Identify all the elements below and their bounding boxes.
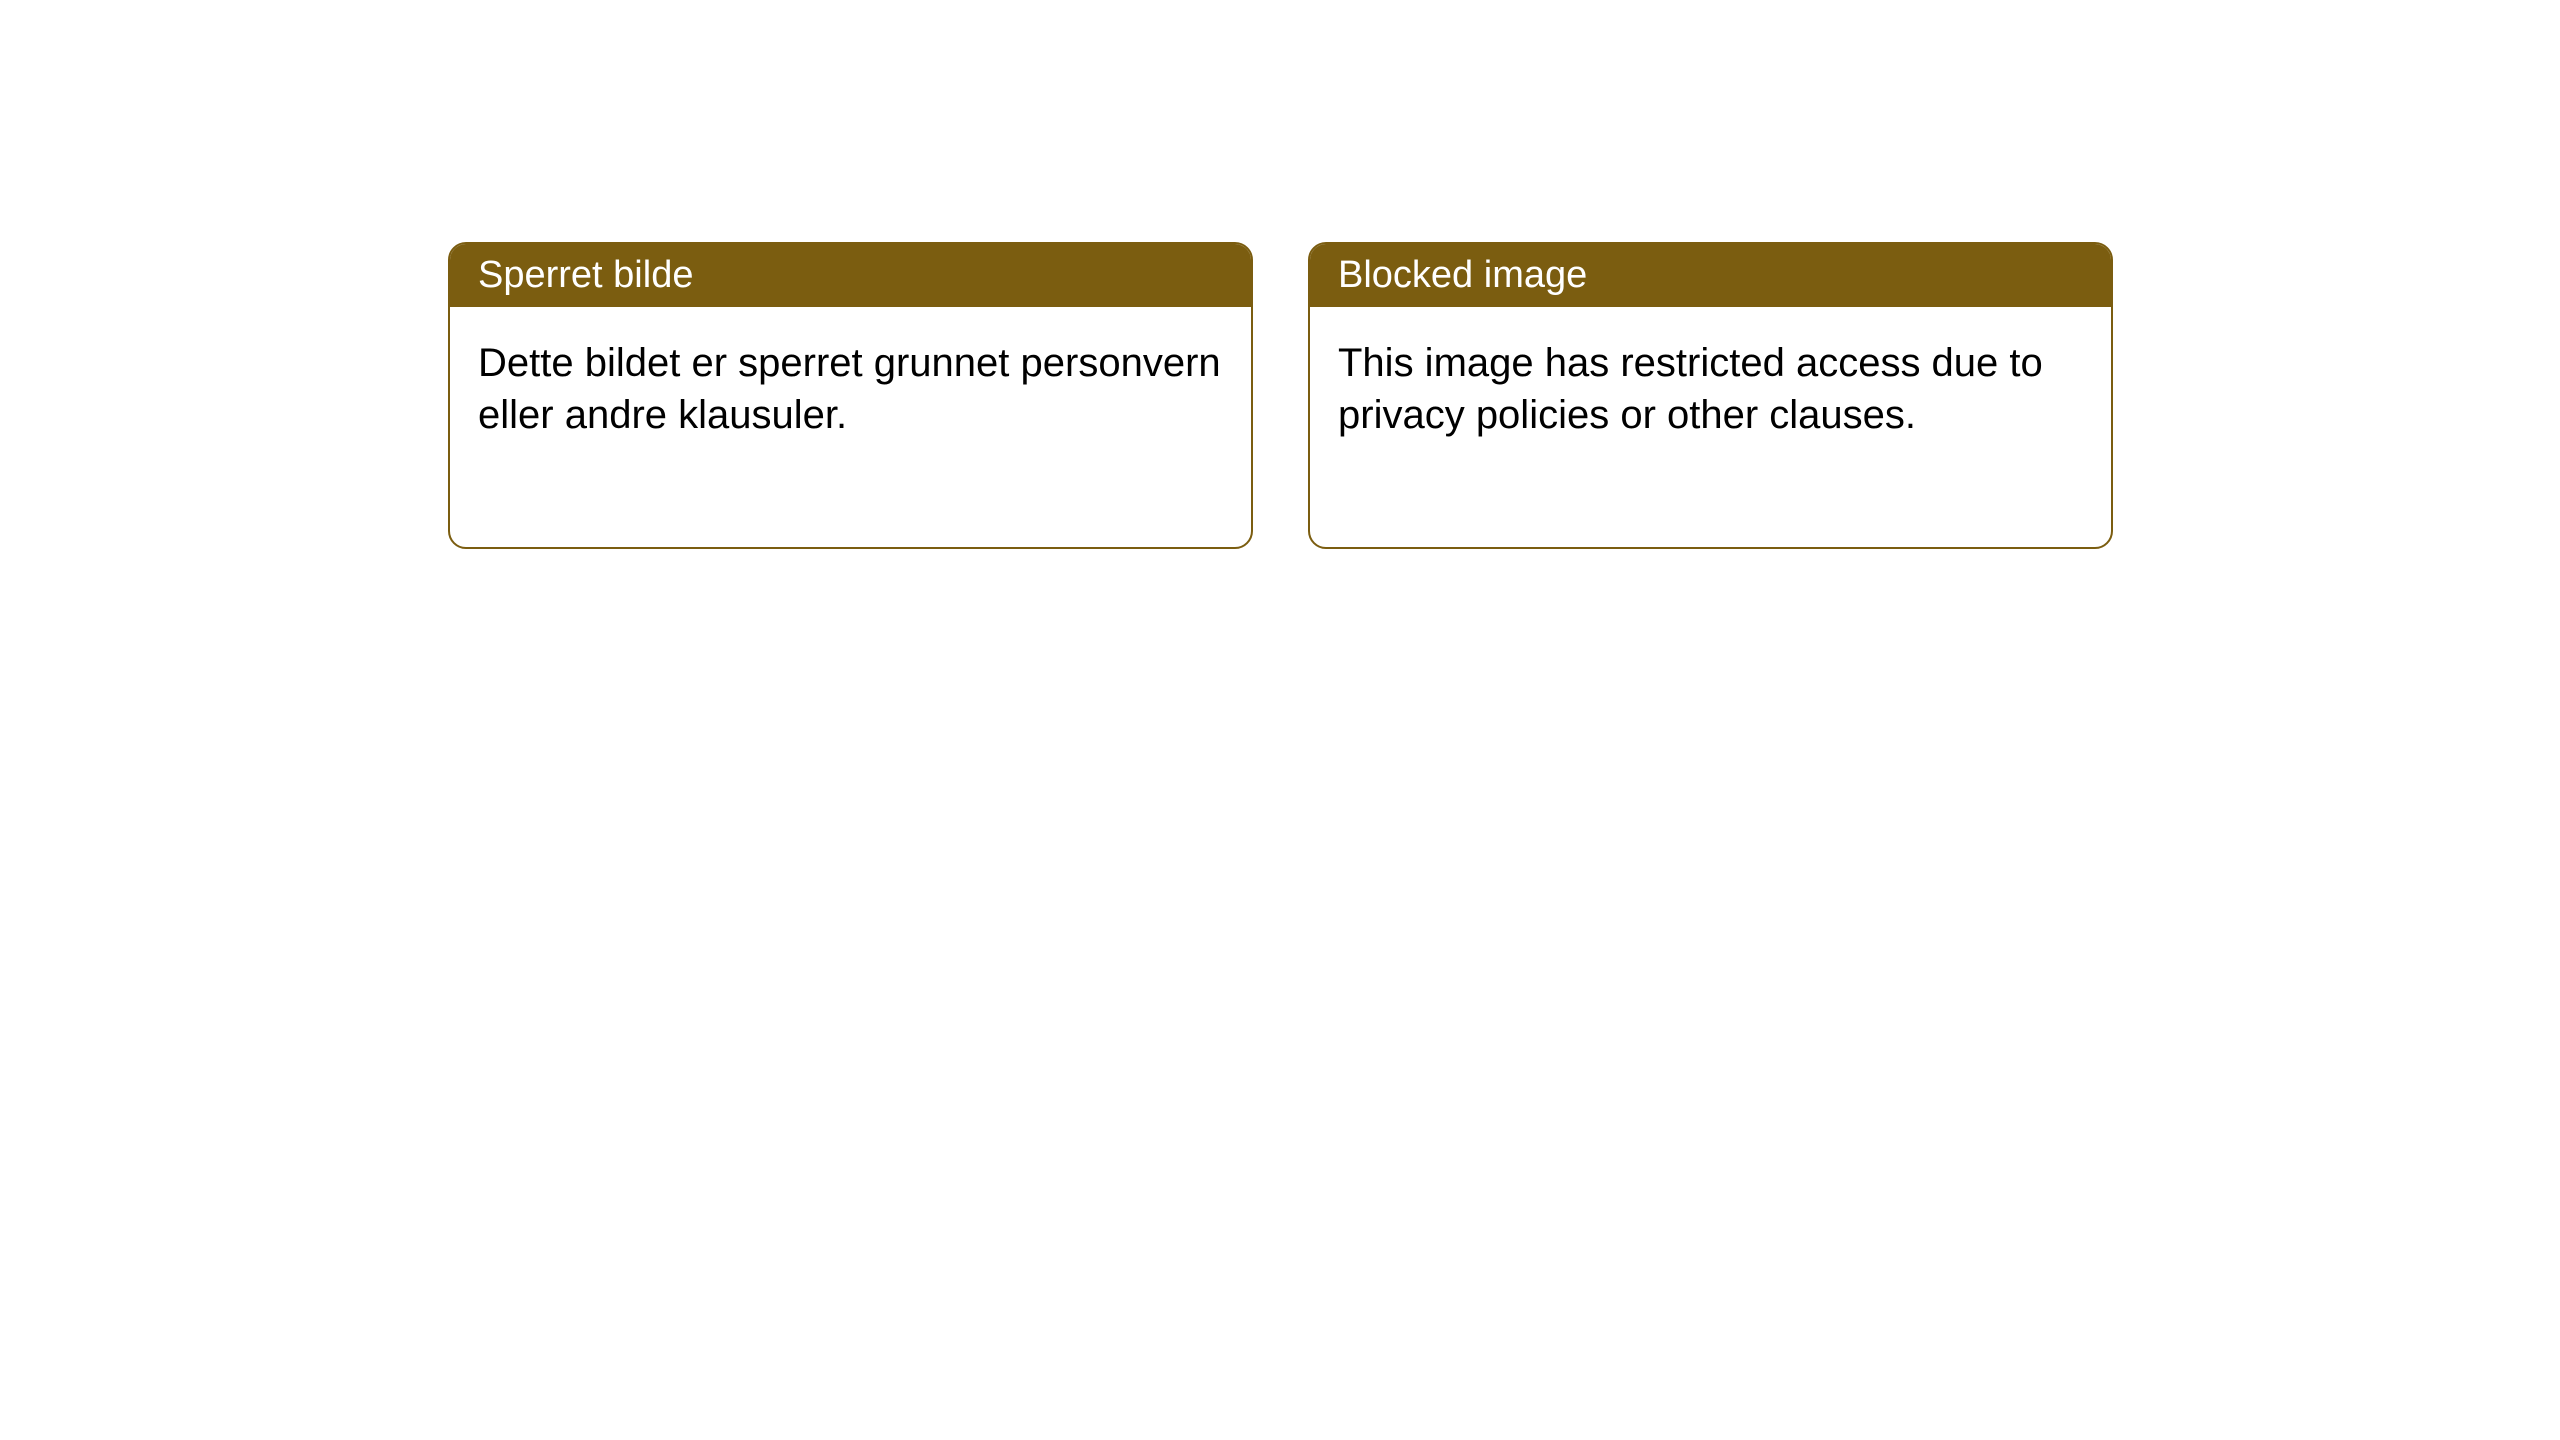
card-norwegian: Sperret bilde Dette bildet er sperret gr…	[448, 242, 1253, 549]
card-header-text: Sperret bilde	[478, 254, 693, 296]
card-header-english: Blocked image	[1310, 244, 2111, 307]
card-english: Blocked image This image has restricted …	[1308, 242, 2113, 549]
card-body-text: This image has restricted access due to …	[1338, 341, 2043, 437]
card-body-text: Dette bildet er sperret grunnet personve…	[478, 341, 1221, 437]
card-body-norwegian: Dette bildet er sperret grunnet personve…	[450, 307, 1251, 547]
cards-container: Sperret bilde Dette bildet er sperret gr…	[448, 242, 2113, 549]
card-header-norwegian: Sperret bilde	[450, 244, 1251, 307]
card-header-text: Blocked image	[1338, 254, 1587, 296]
card-body-english: This image has restricted access due to …	[1310, 307, 2111, 547]
